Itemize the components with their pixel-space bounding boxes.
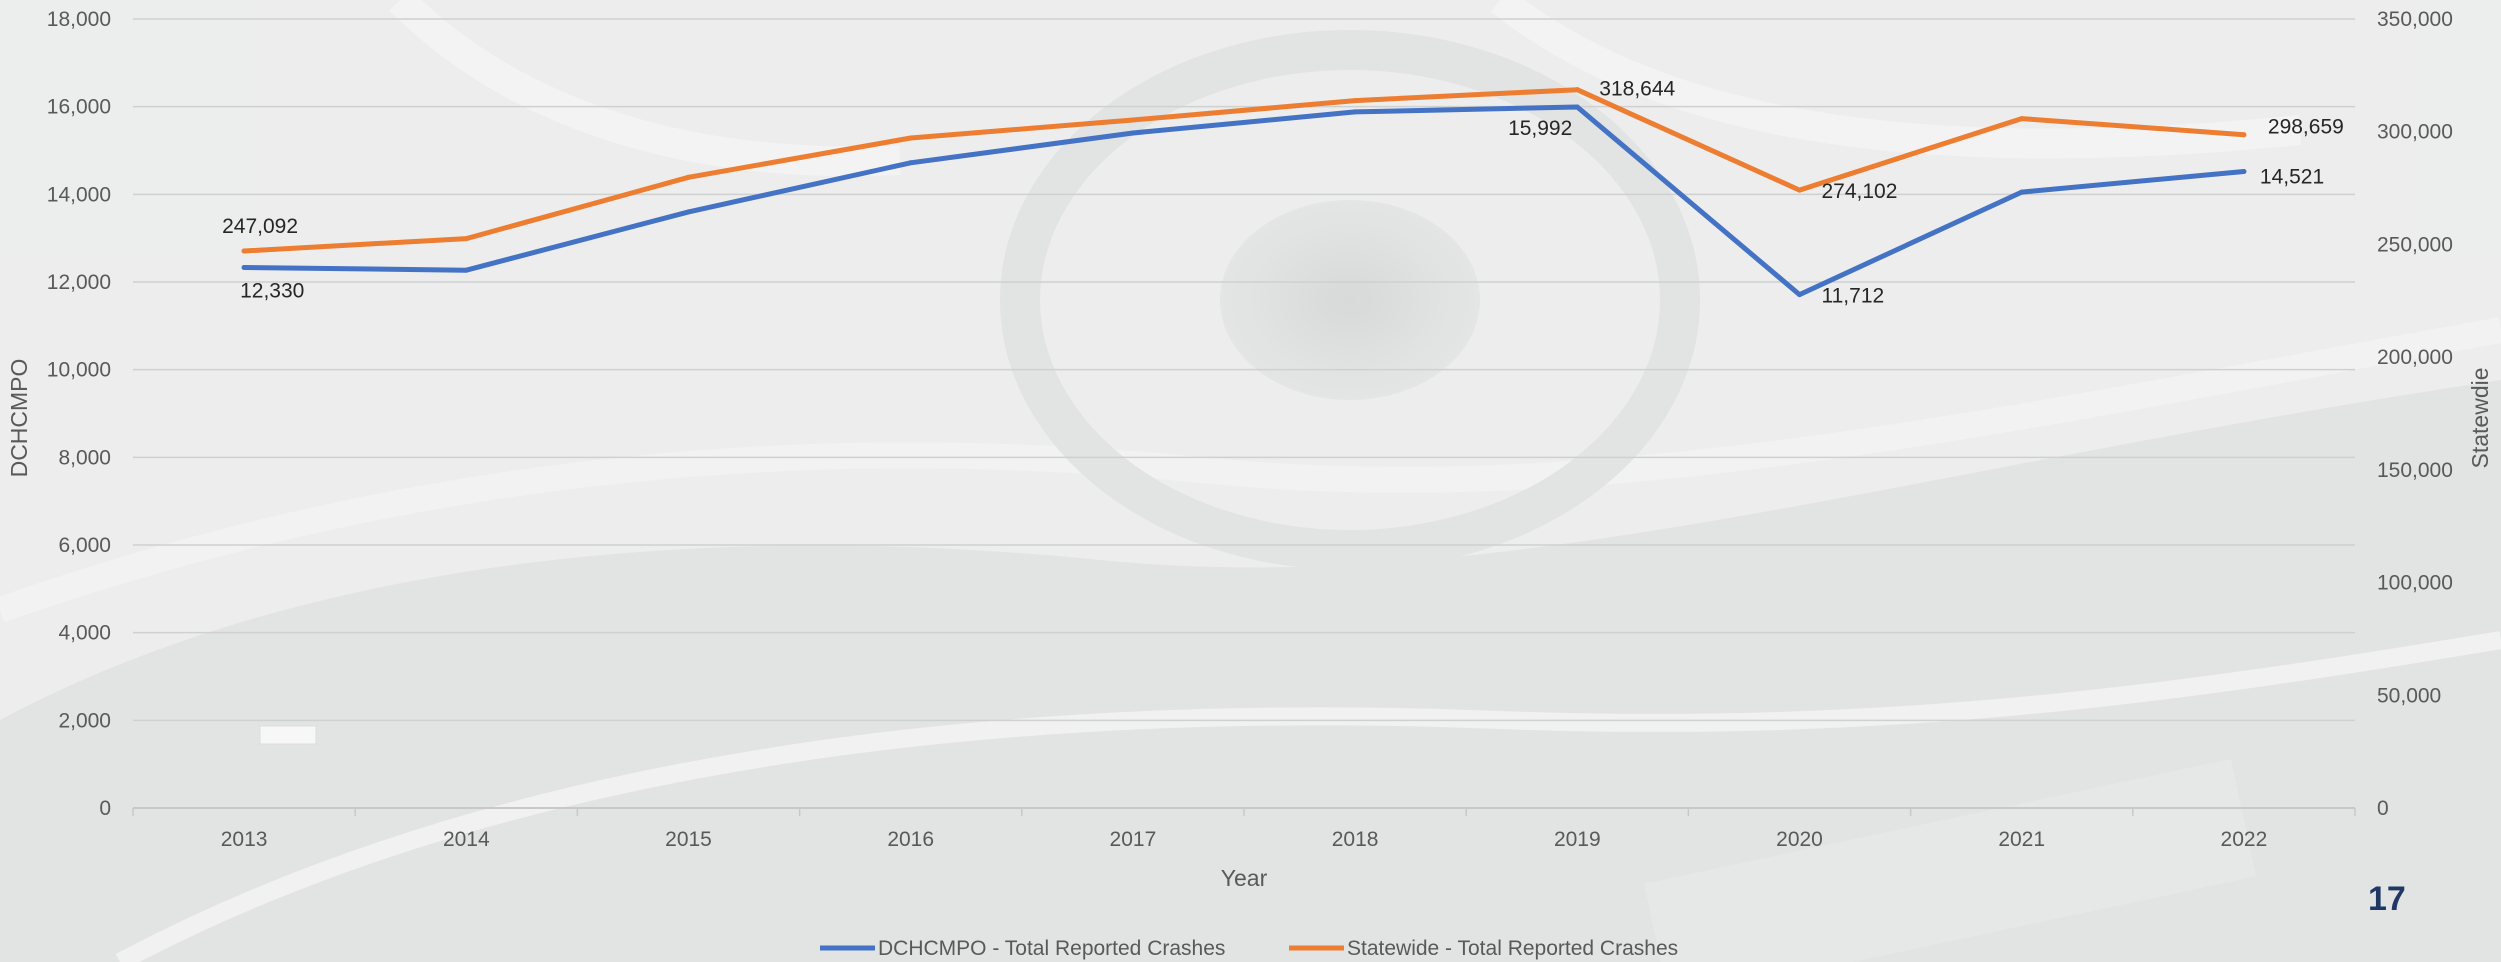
page-number: 17: [2368, 880, 2406, 918]
x-tick-label: 2014: [443, 828, 490, 851]
data-point: [2241, 132, 2247, 138]
data-point: [2019, 116, 2025, 122]
road-sign: [259, 725, 317, 745]
data-point: [686, 174, 691, 180]
x-tick-label: 2022: [2221, 828, 2268, 851]
x-tick-label: 2017: [1110, 828, 1157, 851]
x-tick-label: 2018: [1332, 828, 1379, 851]
y-right-tick-label: 50,000: [2377, 684, 2441, 707]
y-right-tick-label: 300,000: [2377, 121, 2453, 144]
data-point: [241, 265, 247, 271]
y-right-tick-label: 350,000: [2377, 8, 2453, 31]
data-point: [686, 209, 691, 215]
series-line: [241, 87, 2247, 254]
x-tick-label: 2016: [887, 828, 934, 851]
y-right-tick-label: 100,000: [2377, 572, 2453, 595]
data-label: 15,992: [1508, 117, 1572, 140]
data-labels: 12,330 15,992 11,712 14,521 247,092 318,644 27…: [222, 78, 2344, 308]
data-label: 274,102: [1822, 180, 1898, 203]
data-point: [1352, 98, 1358, 104]
data-point: [1130, 130, 1136, 136]
y-right-tick-label: 150,000: [2377, 459, 2453, 482]
x-tick-label: 2015: [665, 828, 712, 851]
data-point: [241, 248, 247, 254]
x-tick-label: 2019: [1554, 828, 1601, 851]
y-left-tick-label: 14,000: [47, 183, 111, 206]
gridlines: [133, 18, 2355, 809]
y-axis-right-title: Statewdie: [2467, 367, 2493, 468]
x-tick-label: 2013: [221, 828, 268, 851]
x-axis: 2013 2014 2015 2016 2017 2018 2019 2020 2021 2022: [132, 807, 2356, 851]
data-label: 14,521: [2260, 165, 2324, 188]
y-left-tick-label: 8,000: [58, 446, 111, 469]
data-point: [463, 267, 469, 273]
data-label: 12,330: [240, 280, 304, 303]
y-right-tick-label: 250,000: [2377, 233, 2453, 256]
y-left-tick-label: 18,000: [47, 8, 111, 31]
data-point: [2019, 189, 2025, 195]
data-point: [1797, 292, 1802, 298]
y-left-tick-label: 16,000: [47, 96, 111, 119]
series-line: [241, 104, 2247, 298]
data-point: [908, 135, 914, 141]
data-point: [1574, 104, 1580, 110]
y-left-tick-label: 0: [99, 797, 111, 820]
data-point: [1574, 87, 1580, 93]
series-lines: [241, 87, 2247, 298]
data-label: 247,092: [222, 215, 298, 238]
legend: DCHCMPO - Total Reported Crashes Statewid…: [820, 937, 1678, 960]
legend-label: DCHCMPO - Total Reported Crashes: [878, 937, 1225, 960]
data-label: 298,659: [2268, 116, 2344, 139]
y-left-tick-label: 2,000: [58, 709, 111, 732]
y-left-tick-label: 6,000: [58, 534, 111, 557]
x-tick-label: 2021: [1998, 828, 2045, 851]
y-axis-left-title: DCHCMPO: [6, 359, 32, 478]
x-tick-label: 2020: [1776, 828, 1823, 851]
data-point: [908, 160, 914, 166]
data-label: 11,712: [1822, 285, 1885, 308]
y-axis-left: 0 2,000 4,000 6,000 8,000 10,000 12,000 14,000 1…: [47, 8, 111, 820]
data-point: [2241, 168, 2247, 174]
y-left-tick-label: 4,000: [58, 622, 111, 645]
data-point: [463, 236, 469, 242]
data-point: [1352, 109, 1358, 115]
y-left-tick-label: 12,000: [47, 271, 111, 294]
legend-label: Statewide - Total Reported Crashes: [1347, 937, 1678, 960]
x-axis-title: Year: [1221, 865, 1268, 891]
y-right-tick-label: 200,000: [2377, 346, 2453, 369]
data-point: [1130, 117, 1136, 123]
data-label: 318,644: [1599, 78, 1675, 101]
y-left-tick-label: 10,000: [47, 359, 111, 382]
y-axis-right: 0 50,000 100,000 150,000 200,000 250,000 300,0…: [2377, 8, 2453, 820]
data-point: [1797, 187, 1802, 193]
y-right-tick-label: 0: [2377, 797, 2389, 820]
